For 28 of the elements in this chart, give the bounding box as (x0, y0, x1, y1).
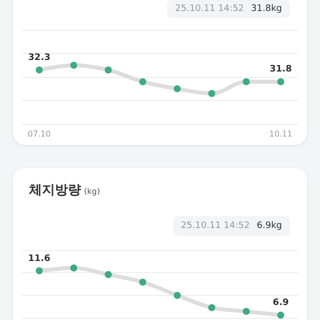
x-tick-label: 07.10 (28, 130, 51, 138)
text: 25.10.11 14:52 (175, 4, 244, 14)
point (208, 90, 216, 97)
point (208, 304, 216, 312)
text: 31.8kg (251, 4, 282, 14)
point (104, 66, 112, 74)
point (174, 85, 181, 92)
point (174, 292, 181, 299)
point (242, 308, 250, 315)
point (70, 264, 78, 272)
point (242, 78, 250, 86)
text: 25.10.11 14:52 (180, 221, 250, 231)
chart-title: 체지방량 (29, 183, 81, 198)
point (70, 62, 78, 69)
text: 6.9kg (256, 221, 282, 231)
data-label: 11.6 (28, 254, 50, 264)
point (277, 312, 284, 319)
point (36, 267, 43, 274)
point (139, 278, 146, 286)
point (36, 66, 43, 74)
data-label: 6.9 (272, 298, 289, 308)
data-label: 32.3 (28, 52, 50, 63)
point (139, 78, 146, 86)
data-label: 31.8 (270, 64, 292, 75)
y-axis-title: (kg) (84, 187, 100, 196)
point (104, 271, 112, 278)
x-tick-label: 10.11 (269, 130, 292, 138)
point (277, 78, 284, 86)
